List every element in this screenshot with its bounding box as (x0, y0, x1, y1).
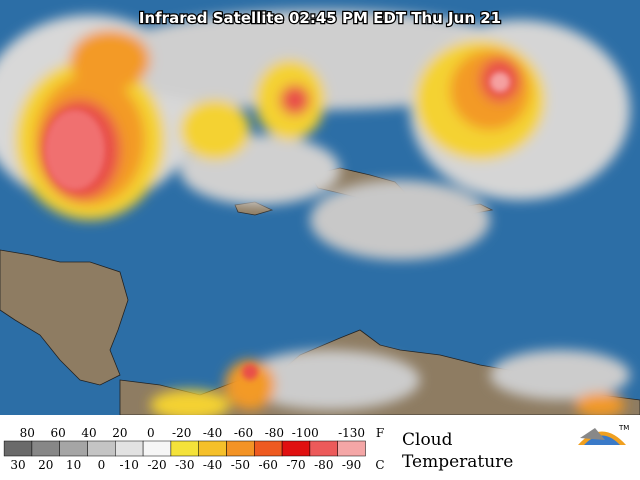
fahrenheit-label: 40 (81, 426, 96, 440)
color-swatch (198, 440, 227, 457)
color-swatch (337, 440, 366, 457)
celsius-label: -20 (147, 458, 166, 472)
color-swatch (115, 440, 144, 457)
color-swatch (254, 440, 283, 457)
color-swatch (59, 440, 88, 457)
celsius-label: -40 (203, 458, 222, 472)
c-unit: C (375, 458, 384, 472)
fahrenheit-label: 20 (112, 426, 127, 440)
map: Infrared Satellite 02:45 PM EDT Thu Jun … (0, 0, 640, 415)
fahrenheit-label: -20 (172, 426, 191, 440)
celsius-label: -80 (314, 458, 333, 472)
celsius-label: 10 (66, 458, 81, 472)
fahrenheit-label: 0 (147, 426, 155, 440)
cloud-cores (45, 72, 510, 380)
color-swatch (309, 440, 338, 457)
color-swatch (226, 440, 255, 457)
caption-line: Temperature (402, 452, 513, 472)
fahrenheit-label: -100 (292, 426, 319, 440)
map-title: Infrared Satellite 02:45 PM EDT Thu Jun … (139, 9, 501, 27)
celsius-label: 30 (10, 458, 25, 472)
fahrenheit-label: -80 (265, 426, 284, 440)
color-swatch (281, 440, 311, 457)
color-swatch (87, 440, 116, 457)
color-swatch (3, 440, 33, 457)
celsius-label: -70 (286, 458, 305, 472)
fahrenheit-label: 60 (51, 426, 66, 440)
legend: F C Cloud Temperature TM 30 20 10 0 -10 -20 -3… (3, 424, 629, 472)
celsius-label: -60 (259, 458, 278, 472)
f-unit: F (376, 426, 384, 440)
clouds (0, 10, 630, 415)
color-bar (3, 440, 366, 457)
celsius-label: 0 (98, 458, 106, 472)
celsius-label: -50 (231, 458, 250, 472)
fahrenheit-label: -40 (203, 426, 222, 440)
fahrenheit-label: -130 (338, 426, 365, 440)
color-swatch (142, 440, 172, 457)
color-swatch (31, 440, 60, 457)
caption-line: Cloud (402, 430, 453, 450)
fahrenheit-label: -60 (234, 426, 253, 440)
logo-mark: TM (618, 424, 629, 432)
logo: TM (578, 424, 629, 445)
celsius-label: 20 (38, 458, 53, 472)
celsius-label: -30 (175, 458, 194, 472)
color-swatch (170, 440, 199, 457)
celsius-label: -90 (342, 458, 361, 472)
celsius-label: -10 (120, 458, 139, 472)
fahrenheit-label: 80 (20, 426, 35, 440)
